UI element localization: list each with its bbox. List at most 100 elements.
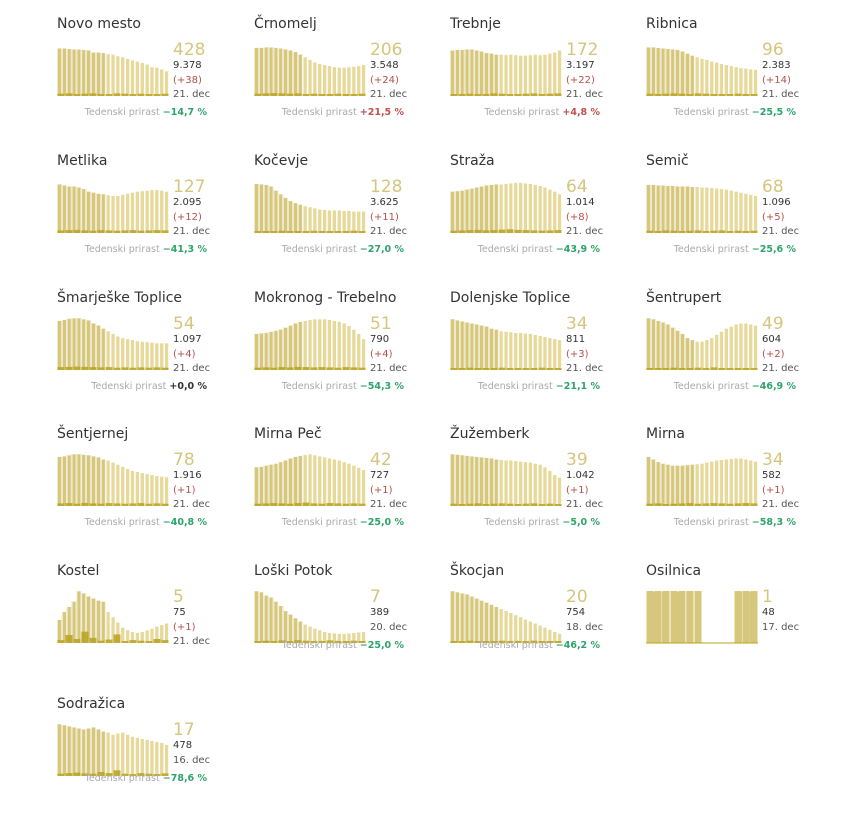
- new-cases-bar: [498, 229, 506, 233]
- municipality-name: Straža: [450, 153, 495, 169]
- trend-bar: [528, 183, 533, 234]
- new-cases-bar: [554, 93, 562, 96]
- active-cases-value: 5: [173, 587, 184, 607]
- new-cases-bar: [538, 367, 546, 370]
- new-cases-bar: [137, 367, 145, 370]
- new-cases-bar: [318, 231, 326, 233]
- trend-bar: [302, 56, 308, 97]
- new-cases-bar: [654, 368, 662, 370]
- weekly-growth: Tedenski prirast −54,3 %: [254, 381, 404, 392]
- new-cases-bar: [694, 591, 702, 643]
- trend-bar: [356, 467, 362, 507]
- trend-bar: [164, 191, 169, 234]
- weekly-growth-value: −46,2 %: [555, 640, 600, 651]
- trend-bar: [733, 457, 739, 507]
- trend-bar: [86, 191, 91, 234]
- new-cases-bar: [750, 94, 758, 96]
- new-cases-bar: [278, 230, 286, 233]
- daily-increase-value: (+22): [566, 75, 595, 86]
- new-cases-bar: [458, 368, 466, 370]
- municipality-name: Novo mesto: [57, 16, 141, 32]
- total-cases-value: 3.197: [566, 60, 595, 71]
- new-cases-bar: [662, 230, 670, 233]
- trend-bar: [724, 189, 729, 234]
- trend-bar: [719, 331, 724, 371]
- new-cases-bar: [161, 503, 169, 506]
- trend-bar: [312, 454, 318, 507]
- trend-bar: [523, 461, 528, 507]
- new-cases-bar: [145, 503, 153, 506]
- new-cases-bar: [466, 367, 474, 370]
- trend-bar: [523, 55, 528, 97]
- trend-area: [646, 456, 695, 506]
- daily-increase-value: (+1): [173, 622, 196, 633]
- new-cases-bar: [670, 367, 678, 370]
- new-cases-bar: [522, 641, 530, 643]
- new-cases-bar: [105, 367, 113, 370]
- trend-bar: [302, 320, 308, 371]
- trend-bar: [149, 342, 155, 371]
- new-cases-bar: [254, 641, 262, 643]
- trend-bar: [125, 58, 130, 97]
- new-cases-bar: [89, 773, 97, 776]
- new-cases-bar: [97, 94, 105, 96]
- new-cases-bar: [726, 503, 734, 506]
- weekly-growth-value: −14,7 %: [162, 107, 207, 118]
- new-cases-bar: [113, 93, 121, 96]
- active-cases-value: 39: [566, 450, 588, 470]
- municipality-name: Mirna: [646, 426, 685, 442]
- trend-bar: [307, 453, 313, 507]
- trend-bar: [341, 461, 347, 507]
- new-cases-bar: [522, 230, 530, 233]
- new-cases-bar: [262, 93, 270, 96]
- weekly-growth-label: Tedenski prirast: [281, 640, 357, 651]
- trend-bar: [356, 65, 362, 97]
- new-cases-bar: [742, 368, 750, 370]
- weekly-growth-label: Tedenski prirast: [281, 381, 357, 392]
- trend-bar: [542, 336, 548, 371]
- new-cases-bar: [286, 93, 294, 96]
- new-cases-bar: [742, 94, 750, 96]
- trend-bar: [479, 325, 484, 371]
- trend-bar: [508, 459, 514, 507]
- total-cases-value: 3.548: [370, 60, 399, 71]
- trend-bar: [159, 476, 165, 507]
- new-cases-bar: [161, 367, 169, 370]
- new-cases-bar: [678, 591, 686, 643]
- trend-bar: [159, 68, 165, 97]
- trend-bar: [149, 474, 155, 507]
- weekly-growth: Tedenski prirast −5,0 %: [450, 517, 600, 528]
- trend-bar: [322, 209, 327, 234]
- trend-bar: [317, 63, 322, 97]
- new-cases-bar: [73, 639, 81, 643]
- date-label: 21. dec: [762, 226, 800, 237]
- weekly-growth: Tedenski prirast +0,0 %: [57, 381, 207, 392]
- new-cases-bar: [450, 94, 458, 96]
- new-cases-bar: [350, 230, 358, 233]
- new-cases-bar: [129, 367, 137, 370]
- trend-bar: [154, 67, 160, 97]
- total-cases-value: 75: [173, 607, 186, 618]
- trend-bar: [508, 331, 514, 371]
- new-cases-bar: [718, 503, 726, 506]
- weekly-growth: Tedenski prirast +21,5 %: [254, 107, 404, 118]
- daily-increase-value: (+4): [173, 349, 196, 360]
- trend-area: [450, 49, 499, 96]
- trend-bar: [528, 462, 533, 507]
- trend-bar: [533, 54, 538, 97]
- trend-bar: [105, 330, 111, 371]
- new-cases-bar: [294, 640, 302, 643]
- trend-bar: [498, 330, 504, 371]
- date-label: 17. dec: [762, 622, 800, 633]
- trend-bar: [675, 185, 680, 234]
- trend-bar: [714, 188, 719, 234]
- new-cases-bar: [514, 368, 522, 370]
- trend-bar: [154, 189, 160, 234]
- daily-increase-value: (+1): [173, 485, 196, 496]
- new-cases-bar: [694, 93, 702, 96]
- new-cases-bar: [726, 368, 734, 370]
- sparkline-chart: [646, 456, 758, 507]
- new-cases-bar: [358, 641, 366, 643]
- new-cases-bar: [153, 639, 161, 643]
- new-cases-bar: [482, 504, 490, 506]
